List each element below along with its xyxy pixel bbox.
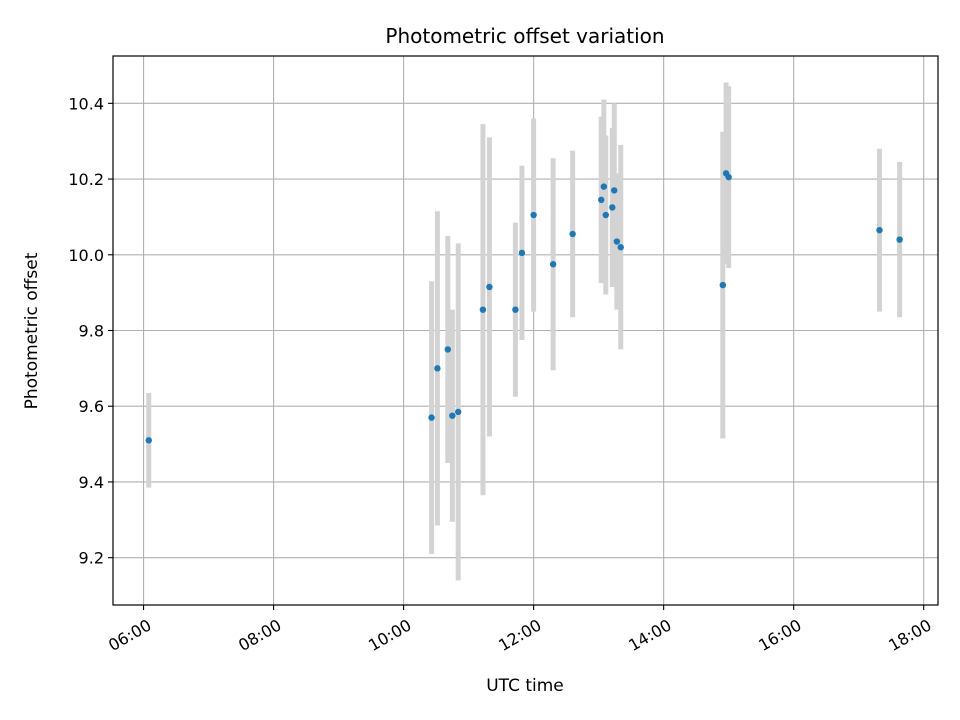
data-point <box>428 414 435 421</box>
data-point <box>530 211 537 219</box>
y-tick-label: 9.4 <box>79 473 104 492</box>
y-tick-label: 10.4 <box>68 94 104 113</box>
data-point <box>449 412 456 419</box>
data-point <box>549 261 557 268</box>
data-point <box>444 346 452 353</box>
data-point <box>617 244 624 251</box>
data-point <box>569 230 576 238</box>
data-point <box>602 211 609 219</box>
y-axis-label: Photometric offset <box>22 252 42 409</box>
chart-title: Photometric offset variation <box>385 24 664 48</box>
data-point <box>455 408 462 416</box>
data-point <box>598 196 605 204</box>
y-tick-label: 10.0 <box>68 246 104 265</box>
data-point <box>719 281 727 289</box>
data-point <box>725 173 732 181</box>
data-point <box>434 365 441 372</box>
data-point <box>896 236 903 243</box>
y-tick-label: 9.8 <box>79 322 104 341</box>
data-point <box>479 306 487 313</box>
x-axis-label: UTC time <box>486 676 564 696</box>
data-points <box>145 170 903 444</box>
data-point <box>609 204 616 211</box>
grid-lines <box>113 56 938 605</box>
data-point <box>512 306 519 313</box>
data-point <box>486 283 493 291</box>
data-point <box>600 183 608 190</box>
data-point <box>518 249 526 257</box>
data-point <box>611 187 618 194</box>
data-point <box>613 238 621 245</box>
y-tick-label: 9.2 <box>79 549 104 568</box>
y-tick-label: 9.6 <box>79 397 104 416</box>
y-tick-label: 10.2 <box>68 170 104 189</box>
data-point <box>876 226 883 234</box>
data-point <box>145 437 152 444</box>
